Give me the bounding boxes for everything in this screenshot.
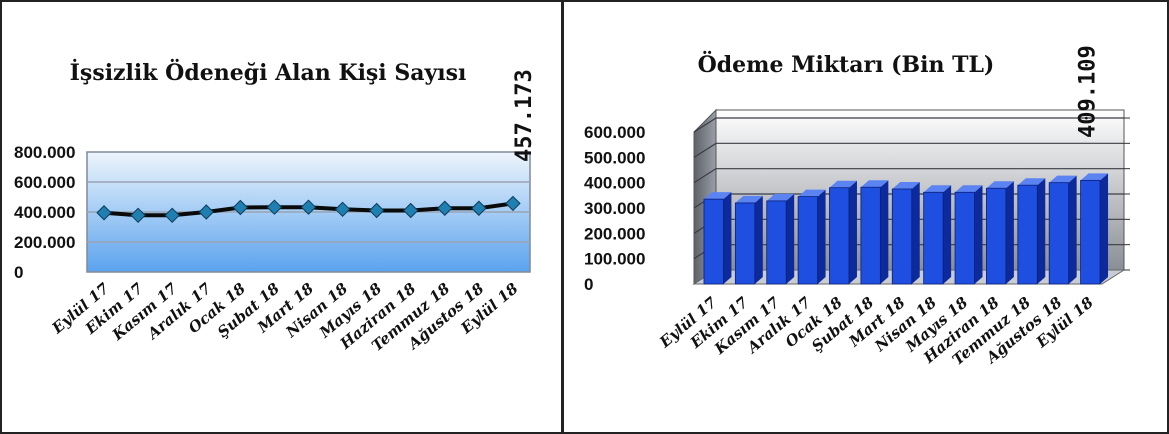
y-tick-label: 400.000 (584, 174, 645, 193)
bar-side (1068, 175, 1077, 284)
gridline (693, 117, 1124, 133)
chart-title: İşsizlik Ödeneği Alan Kişi Sayısı (70, 58, 467, 86)
data-point (266, 199, 283, 215)
bar (1048, 175, 1077, 285)
bar (860, 180, 889, 285)
bar (1017, 178, 1046, 285)
data-label: 409.109 (1075, 45, 1100, 138)
bar (703, 192, 732, 285)
data-point (403, 202, 419, 219)
bar-front (734, 202, 756, 285)
y-tick-label: 200.000 (584, 224, 645, 243)
bar (829, 180, 857, 285)
bar-top (798, 189, 826, 197)
bar-front (891, 188, 913, 285)
y-tick-label: 600.000 (584, 123, 645, 142)
bar-top (955, 185, 983, 193)
bar-chart: Ödeme Miktarı (Bin TL) 0 100.000 200.000 30… (584, 45, 1130, 369)
bar-top (1080, 173, 1109, 181)
y-tick-label: 600.000 (14, 173, 75, 192)
bar-top (1049, 175, 1077, 183)
bar-side (1100, 173, 1109, 284)
bar-top (923, 185, 952, 193)
data-point (334, 201, 351, 218)
bar-front (923, 191, 944, 285)
bar-top (860, 180, 889, 188)
bar (797, 189, 826, 285)
y-tick-label: 500.000 (584, 148, 645, 167)
bar-side (974, 185, 983, 284)
bar-front (954, 191, 975, 285)
chart-panel-jobless-benefit: İşsizlik Ödeneği Alan Kişi Sayısı 0 200.0… (0, 0, 563, 434)
bar-top (986, 181, 1014, 189)
data-point (437, 200, 453, 216)
data-label: 457.173 (512, 69, 537, 162)
bar-front (1080, 179, 1101, 285)
data-point (96, 205, 112, 221)
bar-front (797, 196, 818, 285)
bar-top (1017, 178, 1046, 186)
y-tick-label: 0 (14, 263, 23, 282)
bar (891, 182, 920, 285)
bar-front (829, 187, 850, 285)
bar-front (860, 186, 881, 285)
bar (954, 185, 983, 285)
bar-front (986, 187, 1007, 285)
data-point (368, 202, 385, 219)
bar-side (754, 195, 763, 284)
gridline (693, 142, 1124, 158)
y-tick-label: 300.000 (584, 199, 645, 218)
line-chart: İşsizlik Ödeneği Alan Kişi Sayısı 0 200.0… (14, 58, 537, 355)
bar-side (943, 185, 952, 284)
data-point (300, 199, 317, 215)
bar-side (1005, 181, 1014, 284)
bar (1080, 173, 1109, 285)
y-tick-label: 100.000 (584, 250, 645, 269)
bar-side (848, 180, 857, 284)
bar-side (911, 182, 920, 284)
bar-side (723, 192, 732, 284)
data-point (164, 207, 180, 224)
y-tick-label: 400.000 (14, 203, 75, 222)
y-tick-label: 800.000 (14, 143, 75, 162)
bar-front (1048, 182, 1070, 285)
bar-front (703, 198, 724, 285)
bar-top (703, 192, 732, 200)
chart-panel-payment-amount: Ödeme Miktarı (Bin TL) 0 100.000 200.000 30… (562, 0, 1169, 434)
data-point (505, 195, 521, 212)
gridline (693, 168, 1124, 184)
bar (766, 193, 795, 285)
bar (923, 185, 952, 285)
y-tick-label: 200.000 (14, 233, 75, 252)
bar-side (786, 193, 795, 284)
bar-side (1037, 178, 1046, 284)
bar-side (817, 189, 826, 284)
data-point (232, 199, 249, 216)
bar (986, 181, 1014, 285)
bar-side (880, 180, 889, 284)
data-point (471, 200, 487, 216)
bar-top (892, 182, 920, 189)
data-point (130, 207, 146, 224)
bar-front (1017, 184, 1038, 285)
bar (734, 195, 763, 285)
bar-top (829, 180, 857, 188)
data-point (198, 204, 214, 220)
bar-front (766, 200, 787, 285)
chart-title: Ödeme Miktarı (Bin TL) (698, 50, 995, 78)
bar-top (735, 195, 763, 203)
y-tick-label: 0 (584, 275, 593, 294)
bar-top (766, 193, 795, 201)
